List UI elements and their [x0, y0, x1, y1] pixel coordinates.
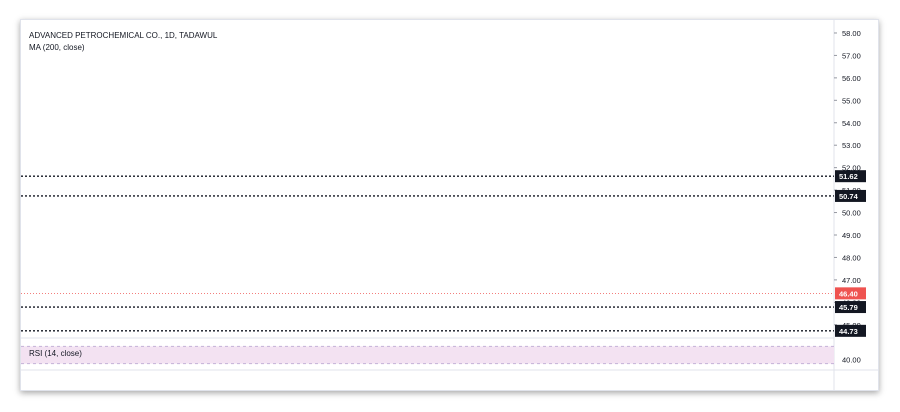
y-tick-label: 53.00: [842, 141, 861, 150]
last-price-tag: [835, 287, 866, 300]
level-label: 44.73: [839, 327, 858, 336]
y-tick-label: 52.00: [842, 164, 861, 173]
level-label: 45.79: [839, 303, 858, 312]
y-tick-label: 56.00: [842, 74, 861, 83]
level-tag: [835, 301, 866, 314]
level-label: 51.62: [839, 172, 858, 181]
level-label: 50.74: [839, 192, 859, 201]
y-tick-label: 48.00: [842, 253, 861, 262]
y-tick-label: 47.00: [842, 276, 861, 285]
rsi-band: [21, 346, 834, 364]
level-tag: [835, 189, 866, 202]
last-price-label: 46.40: [839, 289, 858, 298]
price-chart[interactable]: 58.0057.0056.0055.0054.0053.0052.0051.00…: [21, 20, 878, 390]
rsi-legend: RSI (14, close): [29, 349, 82, 358]
chart-title: ADVANCED PETROCHEMICAL CO., 1D, TADAWUL: [29, 31, 218, 40]
y-tick-label: 58.00: [842, 29, 861, 38]
chart-window: 58.0057.0056.0055.0054.0053.0052.0051.00…: [20, 19, 879, 391]
level-tag: [835, 324, 866, 337]
rsi-tick-label: 40.00: [842, 355, 861, 364]
y-tick-label: 49.00: [842, 231, 861, 240]
y-tick-label: 50.00: [842, 209, 861, 218]
ma-legend: MA (200, close): [29, 43, 85, 52]
y-tick-label: 57.00: [842, 51, 861, 60]
level-tag: [835, 170, 866, 183]
y-tick-label: 55.00: [842, 96, 861, 105]
y-tick-label: 54.00: [842, 119, 861, 128]
